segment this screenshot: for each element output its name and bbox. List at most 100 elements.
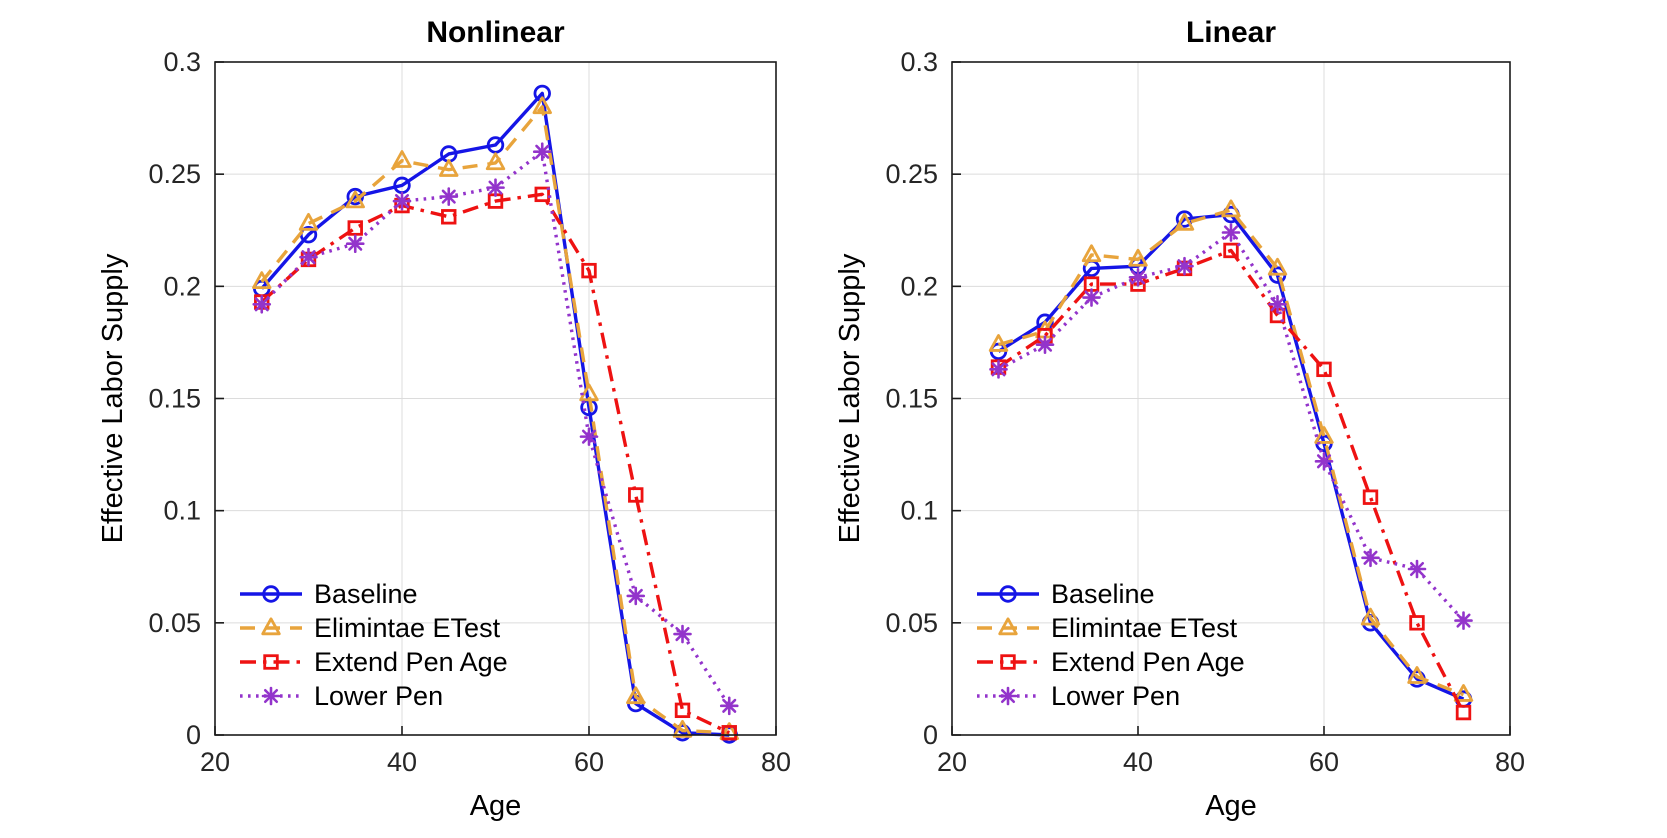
triangle-marker-elimintae-etest <box>345 190 365 209</box>
legend-label: Elimintae ETest <box>314 613 501 643</box>
asterisk-spoke <box>441 189 456 204</box>
legend-square-marker <box>1000 654 1016 670</box>
triangle-marker-elimintae-etest <box>1314 426 1334 444</box>
triangle-marker-elimintae-etest <box>1267 257 1288 276</box>
series-line-lower-pen <box>997 230 1465 622</box>
y-tick-label: 0.3 <box>163 47 201 77</box>
circle-marker-baseline <box>1175 210 1194 228</box>
asterisk-marker-lower-pen <box>439 187 459 206</box>
asterisk-spoke <box>1084 290 1099 305</box>
asterisk-spoke <box>254 297 269 312</box>
square-marker-extend-pen-age <box>1223 242 1239 259</box>
asterisk-marker-lower-pen <box>1175 256 1194 276</box>
asterisk-spoke <box>1000 688 1016 704</box>
legend-item-extend-pen-age: Extend Pen Age <box>977 647 1245 677</box>
triangle-marker-elimintae-etest <box>1407 666 1427 684</box>
x-tick-label: 60 <box>574 747 604 777</box>
nonlinear-chart: 20 40 60 80 0 0.05 0.1 0.15 0.2 0.25 0.3 Nonlinear A… <box>97 16 791 822</box>
asterisk-marker-lower-pen <box>1035 335 1055 354</box>
y-axis-label: Effective Labor Supply <box>97 253 129 543</box>
x-tick-label: 20 <box>937 747 967 777</box>
series-line-extend-pen-age <box>260 192 730 735</box>
legend-item-baseline: Baseline <box>977 579 1155 609</box>
circle-marker-baseline <box>533 84 551 103</box>
asterisk-marker-lower-pen <box>532 142 552 162</box>
legend-label: Baseline <box>1051 579 1155 609</box>
triangle-marker-elimintae-etest <box>532 96 552 115</box>
legend-asterisk-marker <box>998 686 1018 706</box>
triangle-marker-elimintae-etest <box>626 686 646 705</box>
asterisk-marker-lower-pen <box>1361 548 1380 568</box>
triangle-marker-elimintae-etest <box>1360 607 1381 626</box>
square-marker-extend-pen-age <box>534 186 550 203</box>
legend-item-baseline: Baseline <box>240 579 418 609</box>
asterisk-spoke <box>675 626 690 642</box>
asterisk-spoke <box>1456 613 1471 628</box>
asterisk-spoke <box>722 698 737 713</box>
legend-label: Extend Pen Age <box>314 647 508 677</box>
legend-item-elimintae-etest: Elimintae ETest <box>977 613 1238 643</box>
asterisk-marker-lower-pen <box>252 294 272 314</box>
asterisk-marker-lower-pen <box>1082 288 1101 307</box>
square-marker-extend-pen-age <box>674 702 691 719</box>
x-tick-label: 60 <box>1309 747 1339 777</box>
triangle-marker-elimintae-etest <box>298 212 319 231</box>
asterisk-marker-lower-pen <box>719 696 739 716</box>
y-tick-label: 0.25 <box>885 159 938 189</box>
asterisk-spoke <box>1270 297 1285 312</box>
legend-square-marker <box>263 654 279 670</box>
y-tick-label: 0 <box>923 720 938 750</box>
asterisk-marker-lower-pen <box>345 234 365 254</box>
triangle-marker-elimintae-etest <box>1221 199 1241 218</box>
legend-item-extend-pen-age: Extend Pen Age <box>240 647 508 677</box>
x-tick-label: 40 <box>387 747 417 777</box>
triangle-marker-elimintae-etest <box>252 271 272 290</box>
asterisk-marker-lower-pen <box>1454 611 1473 630</box>
asterisk-spoke <box>348 236 363 251</box>
triangle-marker-elimintae-etest <box>1453 684 1474 702</box>
asterisk-spoke <box>628 588 643 603</box>
x-tick-label: 80 <box>1495 747 1525 777</box>
asterisk-marker-lower-pen <box>299 247 318 267</box>
chart-title: Nonlinear <box>426 16 565 49</box>
triangle-marker-elimintae-etest <box>579 383 599 402</box>
asterisk-spoke <box>488 180 503 195</box>
x-tick-label: 40 <box>1123 747 1153 777</box>
y-tick-label: 0.3 <box>900 47 938 77</box>
square-marker-extend-pen-age <box>581 262 597 279</box>
linear-chart: 20 40 60 80 0 0.05 0.1 0.15 0.2 0.25 0.3 Linear Age E… <box>834 16 1525 822</box>
asterisk-spoke <box>991 362 1006 377</box>
asterisk-spoke <box>535 144 550 159</box>
asterisk-marker-lower-pen <box>989 360 1008 379</box>
triangle-marker-elimintae-etest <box>1174 212 1195 231</box>
triangle-marker-elimintae-etest <box>485 152 506 171</box>
asterisk-marker-lower-pen <box>392 191 412 211</box>
x-tick-label: 80 <box>761 747 791 777</box>
x-axis-label: Age <box>470 790 522 822</box>
triangle-marker-elimintae-etest <box>672 719 693 738</box>
square-marker-extend-pen-age <box>347 220 363 236</box>
asterisk-spoke <box>1130 270 1146 285</box>
legend-item-elimintae-etest: Elimintae ETest <box>240 613 501 643</box>
asterisk-spoke <box>1363 550 1378 565</box>
y-tick-label: 0.05 <box>148 608 201 638</box>
legend: Baseline Elimintae ETest Extend Pen Age Low… <box>240 579 508 711</box>
legend-item-lower-pen: Lower Pen <box>977 681 1180 711</box>
triangle-marker-elimintae-etest <box>1081 244 1102 263</box>
legend-label: Baseline <box>314 579 418 609</box>
y-tick-label: 0.15 <box>885 384 938 414</box>
legend-label: Lower Pen <box>1051 681 1180 711</box>
legend-label: Extend Pen Age <box>1051 647 1245 677</box>
legend-item-lower-pen: Lower Pen <box>240 681 443 711</box>
circle-marker-baseline <box>486 136 505 154</box>
asterisk-spoke <box>1223 225 1239 240</box>
legend-circle-marker <box>262 585 280 603</box>
y-tick-label: 0.1 <box>163 496 201 526</box>
asterisk-spoke <box>301 250 316 265</box>
square-marker-extend-pen-age <box>1409 615 1425 631</box>
asterisk-spoke <box>1037 337 1053 352</box>
asterisk-spoke <box>394 194 410 209</box>
y-tick-label: 0.15 <box>148 384 201 414</box>
asterisk-marker-lower-pen <box>486 178 505 197</box>
